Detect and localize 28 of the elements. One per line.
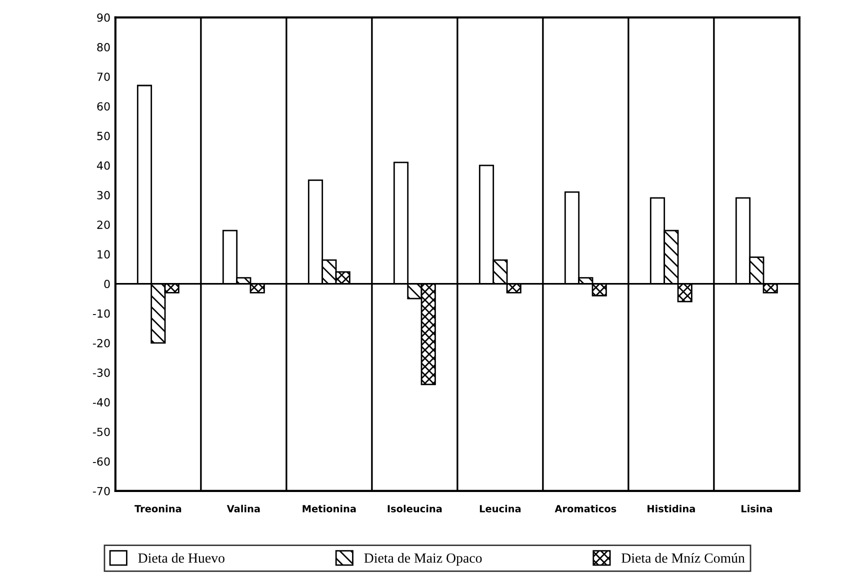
x-tick-label: Treonina [134,504,182,512]
x-tick-label: Lisina [742,504,772,512]
y-tick-label: 50 [97,132,110,140]
y-tick-label: -30 [92,368,110,377]
x-tick-label: Valina [226,504,260,512]
y-tick-label: 30 [97,190,110,200]
y-tick-label: 10 [98,250,110,259]
x-tick-label: Isoleucina [388,504,442,512]
x-tick-label: Metionina [302,504,356,512]
y-tick-label: 70 [97,72,110,81]
y-tick-label: -60 [92,457,110,466]
legend-label: Dieta de Huevo [138,553,224,563]
y-tick-label: -40 [92,398,110,407]
y-tick-label: 80 [97,43,110,52]
y-tick-label: -70 [92,486,110,496]
legend-label: Dieta de Maiz Opaco [364,553,482,566]
y-tick-label: -50 [92,428,110,436]
y-tick-label: 60 [97,102,110,111]
x-tick-label: Leucina [480,504,521,512]
y-tick-label: 40 [96,161,110,170]
y-tick-label: -10 [92,309,110,318]
x-tick-label: Histidina [648,504,695,512]
y-tick-label: -20 [92,338,110,348]
y-tick-label: 90 [97,13,110,22]
x-tick-label: Aromaticos [554,504,616,512]
legend-label: Dieta de Mníz Común [622,552,745,563]
y-tick-label: 20 [97,220,110,229]
y-tick-label: 0 [104,280,110,288]
